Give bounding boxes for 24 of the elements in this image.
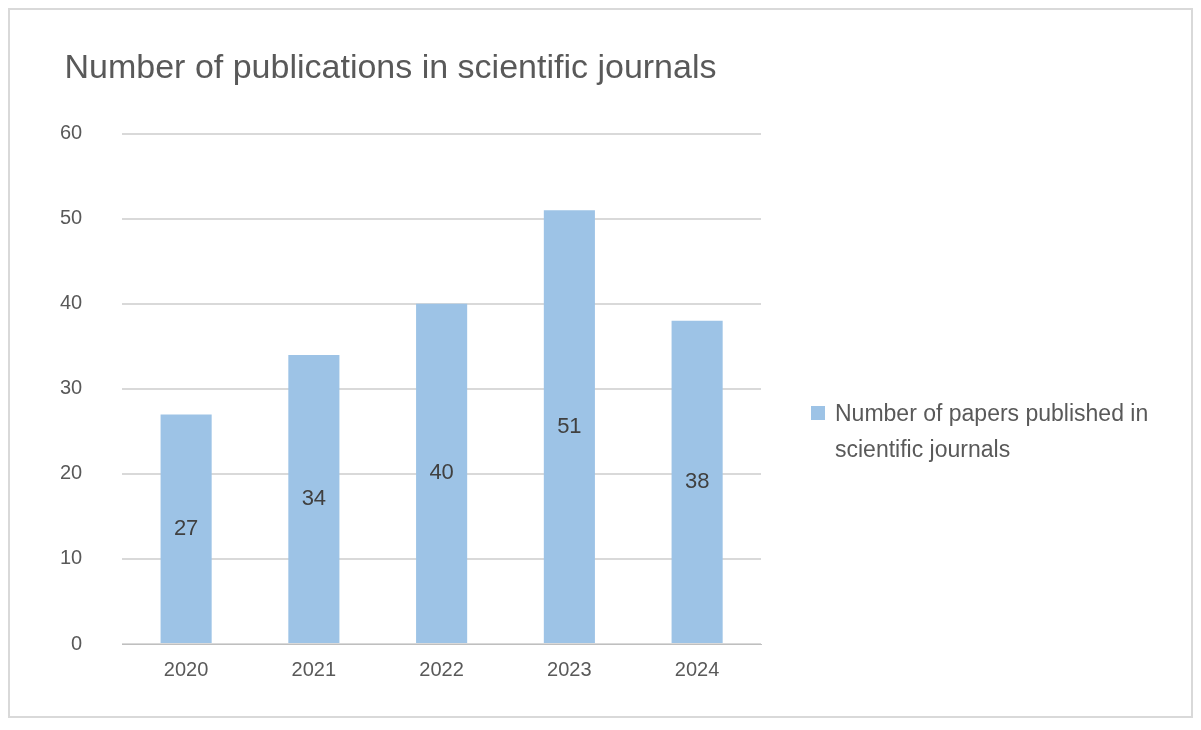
bar (671, 320, 723, 643)
y-tick-label: 60 (60, 121, 83, 144)
legend-label: Number of papers published in scientific journals (835, 399, 1150, 464)
bar (288, 354, 340, 643)
data-label: 51 (557, 412, 582, 438)
x-tick-label: 2023 (547, 657, 592, 680)
x-tick-label: 2022 (419, 657, 464, 680)
y-tick-label: 30 (60, 376, 83, 399)
data-label: 27 (173, 514, 199, 540)
y-tick-label: 50 (60, 206, 83, 229)
chart-title: Number of publications in scientific journals (64, 46, 717, 85)
bar (543, 210, 595, 643)
bar (416, 303, 468, 643)
y-tick-label: 0 (71, 631, 83, 654)
data-label: 34 (301, 485, 327, 511)
y-tick-label: 20 (60, 461, 83, 484)
data-label: 38 (684, 468, 710, 493)
bar (160, 414, 212, 643)
y-tick-label: 40 (60, 291, 83, 314)
data-label: 40 (429, 459, 454, 485)
x-tick-label: 2020 (163, 657, 209, 680)
x-tick-label: 2021 (291, 657, 337, 680)
y-tick-label: 10 (60, 546, 83, 569)
x-tick-label: 2024 (674, 657, 720, 680)
